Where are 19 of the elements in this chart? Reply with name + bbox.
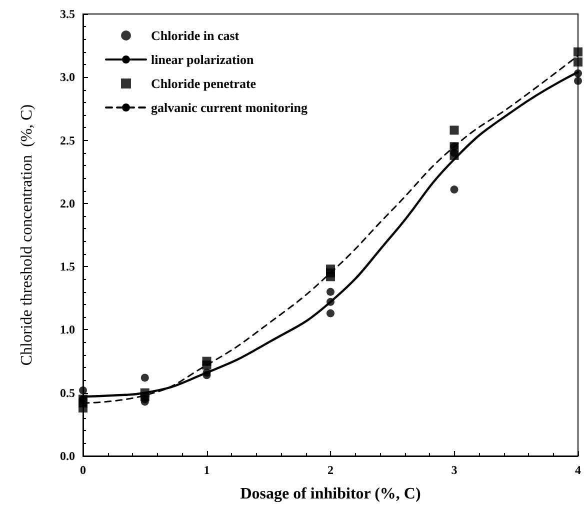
y-tick-label: 1.5 — [60, 260, 75, 274]
y-tick-label: 3.0 — [60, 70, 75, 84]
y-tick-label: 2.5 — [60, 133, 75, 148]
y-tick-label: 3.5 — [60, 7, 75, 21]
x-tick-label: 3 — [451, 463, 458, 477]
legend-label: Chloride in cast — [151, 28, 240, 43]
y-tick-label: 2.0 — [60, 196, 75, 210]
x-tick-label: 2 — [328, 463, 334, 477]
y-tick-label: 0.5 — [60, 386, 75, 400]
y-tick-label: 1.0 — [60, 322, 75, 337]
x-axis-title: Dosage of inhibitor (%, C) — [240, 486, 421, 502]
x-tick-label: 0 — [80, 463, 86, 477]
x-tick-label: 4 — [575, 463, 581, 477]
x-tick-label: 1 — [204, 463, 210, 477]
y-axis-title: Chloride threshold concentration (%, C) — [18, 104, 36, 366]
legend-label: Chloride penetrate — [151, 76, 256, 91]
legend-label: linear polarization — [151, 52, 254, 67]
legend-label: galvanic current monitoring — [151, 100, 308, 115]
y-tick-label: 0.0 — [60, 449, 75, 463]
